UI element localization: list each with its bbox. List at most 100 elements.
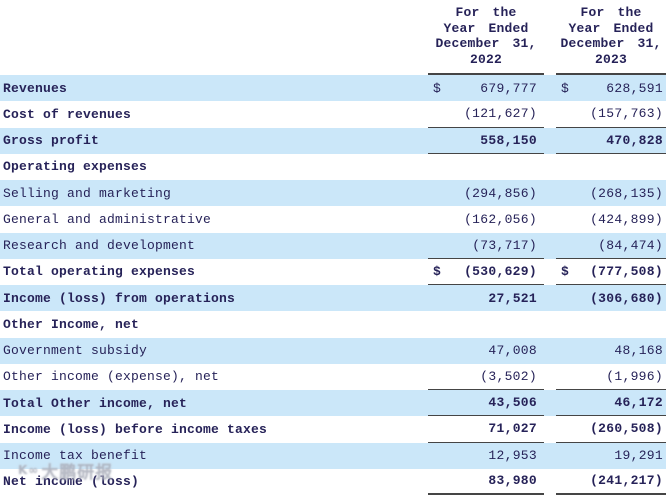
- column-header-2023: For the Year Ended December 31, 2023: [556, 0, 666, 75]
- amount-2023: (157,763): [590, 106, 663, 122]
- amount-2022: 47,008: [488, 343, 537, 359]
- cell-2023: (84,474): [556, 233, 666, 259]
- header-line: 2022: [469, 51, 502, 67]
- column-gap: [544, 75, 556, 101]
- amount-2022: 12,953: [488, 448, 537, 464]
- column-gap: [544, 259, 556, 285]
- amount-2022: 679,777: [480, 80, 537, 96]
- cell-2022: 27,521: [428, 285, 544, 311]
- cell-2023: [556, 311, 666, 337]
- row-label: Other Income, net: [3, 316, 140, 332]
- cell-2022: $ (530,629): [428, 259, 544, 285]
- table-row: Revenues $679,777 $628,591: [0, 75, 666, 102]
- cell-2022: (294,856): [428, 180, 544, 206]
- amount-2023: 628,591: [606, 80, 663, 96]
- header-line: Year Ended: [443, 20, 529, 36]
- column-gap: [544, 416, 556, 442]
- row-label: Cost of revenues: [3, 106, 132, 122]
- amount-2022: (294,856): [464, 185, 537, 201]
- column-gap: [544, 154, 556, 180]
- column-gap: [544, 128, 556, 154]
- row-label: Selling and marketing: [3, 185, 172, 201]
- table-row: Income (loss) from operations 27,521 (306,…: [0, 285, 666, 312]
- cell-2022: 83,980: [428, 469, 544, 495]
- table-body: Revenues $679,777 $628,591 Cost of revenues…: [0, 75, 666, 495]
- amount-2023: 48,168: [614, 343, 663, 359]
- cell-2022: (162,056): [428, 206, 544, 232]
- cell-2022: $679,777: [428, 75, 544, 101]
- cell-2022: (3,502): [428, 364, 544, 390]
- row-label: Total operating expenses: [3, 264, 196, 280]
- column-gap: [544, 0, 556, 75]
- amount-2023: (306,680): [590, 290, 663, 306]
- dollar-sign: $: [561, 263, 569, 279]
- cell-2022: (73,717): [428, 233, 544, 259]
- table-row: Income tax benefit 12,953 19,291: [0, 442, 666, 469]
- dollar-sign: $: [433, 263, 441, 279]
- header-label-spacer: [0, 0, 428, 75]
- amount-2022: 83,980: [488, 473, 537, 489]
- table-row: Income (loss) before income taxes 71,027 (…: [0, 416, 666, 443]
- column-gap: [544, 285, 556, 311]
- cell-2023: (306,680): [556, 285, 666, 311]
- row-label: Research and development: [3, 238, 196, 254]
- table-row: Cost of revenues (121,627) (157,763): [0, 101, 666, 128]
- row-label: Income (loss) from operations: [3, 290, 236, 306]
- cell-2022: [428, 154, 544, 180]
- cell-2023: (424,899): [556, 206, 666, 232]
- amount-2022: (73,717): [472, 237, 537, 253]
- cell-2023: (260,508): [556, 416, 666, 443]
- amount-2023: (424,899): [590, 211, 663, 227]
- amount-2023: 19,291: [614, 448, 663, 464]
- column-gap: [544, 390, 556, 416]
- table-row: General and administrative (162,056) (424,…: [0, 206, 666, 232]
- cell-2022: 12,953: [428, 443, 544, 469]
- amount-2023: 470,828: [606, 132, 663, 148]
- amount-2022: (162,056): [464, 211, 537, 227]
- table-row: Other Income, net: [0, 311, 666, 337]
- row-label: Gross profit: [3, 133, 100, 149]
- row-label: Total Other income, net: [3, 395, 188, 411]
- row-label: General and administrative: [3, 211, 212, 227]
- column-gap: [544, 469, 556, 495]
- cell-2023: (157,763): [556, 101, 666, 128]
- amount-2023: (777,508): [590, 263, 663, 279]
- amount-2023: (241,217): [590, 473, 663, 489]
- amount-2022: 71,027: [488, 421, 537, 437]
- table-row: Gross profit 558,150 470,828: [0, 127, 666, 154]
- amount-2023: (84,474): [598, 237, 663, 253]
- row-label: Government subsidy: [3, 343, 148, 359]
- header-line: December 31,: [435, 36, 537, 51]
- table-row: Total Other income, net 43,506 46,172: [0, 390, 666, 417]
- column-gap: [544, 101, 556, 127]
- column-gap: [544, 364, 556, 390]
- table-row: Other income (expense), net (3,502) (1,996…: [0, 364, 666, 390]
- dollar-sign: $: [433, 80, 441, 96]
- column-gap: [544, 311, 556, 337]
- amount-2023: (1,996): [606, 368, 663, 384]
- row-label: Income (loss) before income taxes: [3, 421, 268, 437]
- amount-2023: 46,172: [614, 395, 663, 411]
- header-line: For the: [455, 5, 517, 20]
- amount-2022: (121,627): [464, 106, 537, 122]
- table-row: Research and development (73,717) (84,474): [0, 232, 666, 259]
- cell-2022: 47,008: [428, 338, 544, 364]
- table-row: Government subsidy 47,008 48,168: [0, 337, 666, 364]
- cell-2023: $ (777,508): [556, 259, 666, 285]
- cell-2023: 46,172: [556, 390, 666, 417]
- table-row: Selling and marketing (294,856) (268,135): [0, 180, 666, 207]
- table-row: Net income (loss) 83,980 (241,217): [0, 469, 666, 495]
- column-header-2022: For the Year Ended December 31, 2022: [428, 0, 544, 75]
- amount-2022: (3,502): [480, 368, 537, 384]
- row-label: Operating expenses: [3, 159, 148, 175]
- row-label: Other income (expense), net: [3, 369, 220, 385]
- cell-2023: [556, 154, 666, 180]
- column-gap: [544, 180, 556, 206]
- table-row: Total operating expenses $ (530,629) $ (777,…: [0, 259, 666, 285]
- amount-2022: 27,521: [488, 290, 537, 306]
- cell-2023: $628,591: [556, 75, 666, 101]
- row-label: Net income (loss): [3, 474, 140, 490]
- cell-2023: 470,828: [556, 128, 666, 154]
- cell-2023: 19,291: [556, 443, 666, 469]
